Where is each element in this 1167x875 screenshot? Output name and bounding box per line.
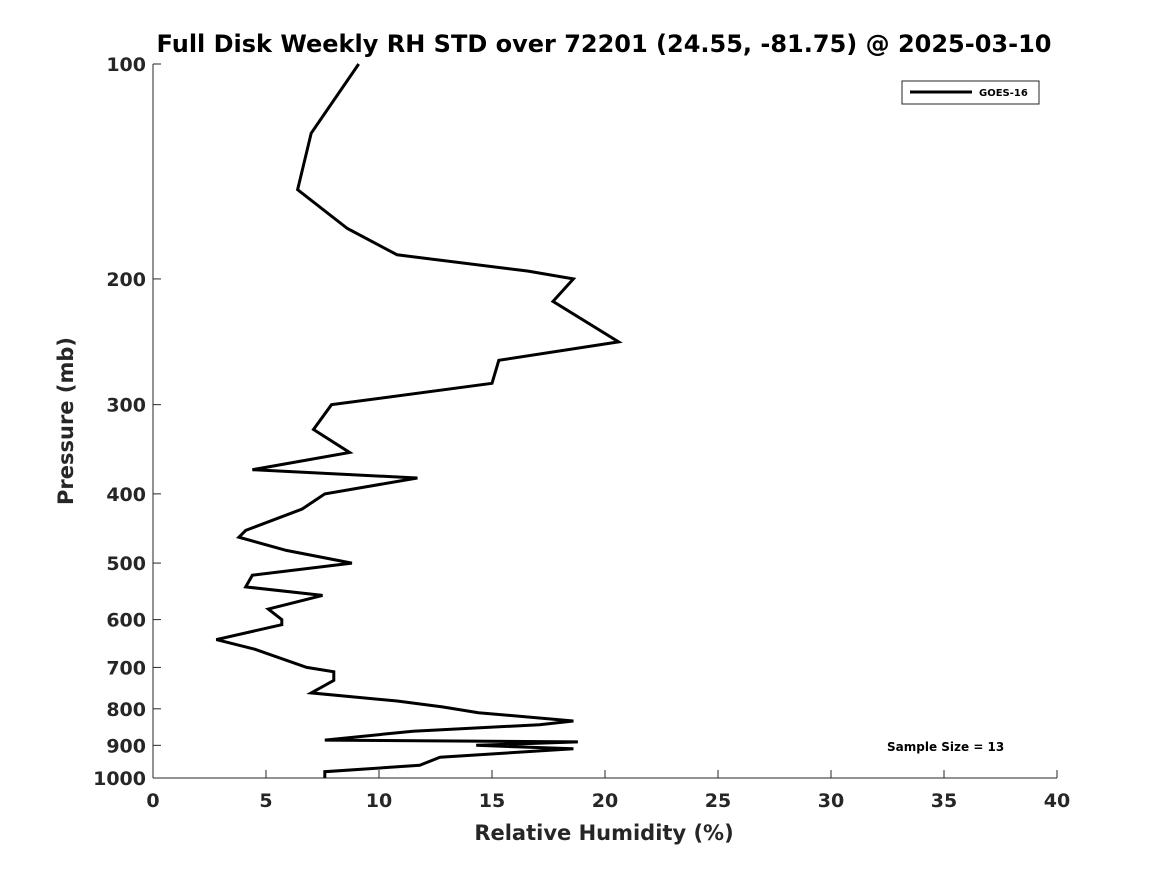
x-tick-label: 10 [366,790,392,812]
y-tick-label: 700 [106,657,146,679]
x-tick-label: 20 [592,790,618,812]
x-tick-label: 40 [1044,790,1070,812]
x-tick-label: 35 [931,790,957,812]
y-tick-label: 600 [106,610,146,632]
x-tick-label: 0 [146,790,159,812]
y-tick-label: 800 [106,699,146,721]
y-tick-label: 900 [106,735,146,757]
y-tick-label: 1000 [93,768,146,790]
y-tick-label: 300 [106,395,146,417]
x-tick-label: 5 [259,790,272,812]
chart-title: Full Disk Weekly RH STD over 72201 (24.5… [157,30,1052,58]
x-tick-label: 15 [479,790,505,812]
legend-label-goes-16: GOES-16 [979,88,1028,99]
y-ticks: 100 200 300 400 500 600 700 800 900 1000 [93,54,161,790]
series-layer [215,63,623,778]
x-tick-label: 25 [705,790,731,812]
y-tick-label: 400 [106,484,146,506]
x-ticks: 0 5 10 15 20 25 30 35 40 [146,770,1070,812]
y-axis-label: Pressure (mb) [54,337,78,505]
y-tick-label: 100 [106,54,146,76]
series-line-goes-16 [215,63,623,778]
legend: GOES-16 [901,80,1040,105]
y-tick-label: 500 [106,553,146,575]
y-tick-label: 200 [106,269,146,291]
x-tick-label: 30 [818,790,844,812]
x-axis-label: Relative Humidity (%) [474,821,733,845]
sample-size-annotation: Sample Size = 13 [887,740,1004,754]
